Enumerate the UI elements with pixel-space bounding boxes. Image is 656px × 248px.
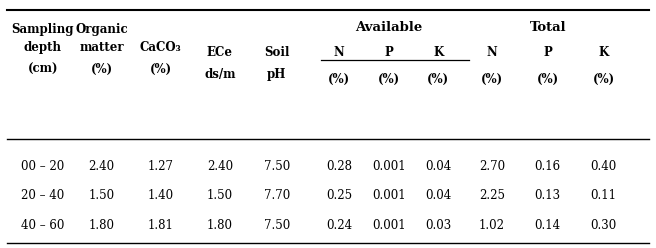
Text: 0.30: 0.30 <box>590 219 617 232</box>
Text: 0.25: 0.25 <box>326 189 352 202</box>
Text: CaCO₃: CaCO₃ <box>140 41 182 54</box>
Text: 0.04: 0.04 <box>425 189 451 202</box>
Text: 0.28: 0.28 <box>326 160 352 173</box>
Text: Total: Total <box>529 21 566 34</box>
Text: 0.24: 0.24 <box>326 219 352 232</box>
Text: 1.80: 1.80 <box>89 219 115 232</box>
Text: ECe: ECe <box>207 46 233 59</box>
Text: 0.001: 0.001 <box>372 160 406 173</box>
Text: 7.70: 7.70 <box>264 189 290 202</box>
Text: 1.80: 1.80 <box>207 219 233 232</box>
Text: 1.02: 1.02 <box>479 219 505 232</box>
Text: ds/m: ds/m <box>204 68 236 81</box>
Text: (%): (%) <box>537 73 559 86</box>
Text: pH: pH <box>267 68 287 81</box>
Text: 0.04: 0.04 <box>425 160 451 173</box>
Text: (%): (%) <box>328 73 350 86</box>
Text: 0.40: 0.40 <box>590 160 617 173</box>
Text: depth: depth <box>24 41 62 54</box>
Text: 00 – 20: 00 – 20 <box>21 160 64 173</box>
Text: 0.03: 0.03 <box>425 219 451 232</box>
Text: (%): (%) <box>592 73 615 86</box>
Text: (%): (%) <box>91 63 113 76</box>
Text: 0.13: 0.13 <box>535 189 561 202</box>
Text: 1.27: 1.27 <box>148 160 174 173</box>
Text: Organic: Organic <box>75 23 128 36</box>
Text: 0.11: 0.11 <box>590 189 617 202</box>
Text: N: N <box>334 46 344 59</box>
Text: matter: matter <box>79 41 124 54</box>
Text: Sampling: Sampling <box>11 23 74 36</box>
Text: 2.40: 2.40 <box>89 160 115 173</box>
Text: (%): (%) <box>378 73 400 86</box>
Text: 40 – 60: 40 – 60 <box>21 219 64 232</box>
Text: P: P <box>543 46 552 59</box>
Text: Available: Available <box>355 21 422 34</box>
Text: 7.50: 7.50 <box>264 160 290 173</box>
Text: 0.001: 0.001 <box>372 189 406 202</box>
Text: 1.40: 1.40 <box>148 189 174 202</box>
Text: (%): (%) <box>427 73 449 86</box>
Text: 2.40: 2.40 <box>207 160 233 173</box>
Text: 2.70: 2.70 <box>479 160 505 173</box>
Text: P: P <box>384 46 394 59</box>
Text: 0.001: 0.001 <box>372 219 406 232</box>
Text: (cm): (cm) <box>28 63 58 76</box>
Text: K: K <box>598 46 609 59</box>
Text: N: N <box>487 46 497 59</box>
Text: (%): (%) <box>150 63 172 76</box>
Text: K: K <box>433 46 443 59</box>
Text: 0.14: 0.14 <box>535 219 561 232</box>
Text: 20 – 40: 20 – 40 <box>21 189 64 202</box>
Text: 2.25: 2.25 <box>479 189 505 202</box>
Text: 0.16: 0.16 <box>535 160 561 173</box>
Text: 1.50: 1.50 <box>89 189 115 202</box>
Text: (%): (%) <box>481 73 503 86</box>
Text: 1.50: 1.50 <box>207 189 233 202</box>
Text: 1.81: 1.81 <box>148 219 174 232</box>
Text: Soil: Soil <box>264 46 289 59</box>
Text: 7.50: 7.50 <box>264 219 290 232</box>
